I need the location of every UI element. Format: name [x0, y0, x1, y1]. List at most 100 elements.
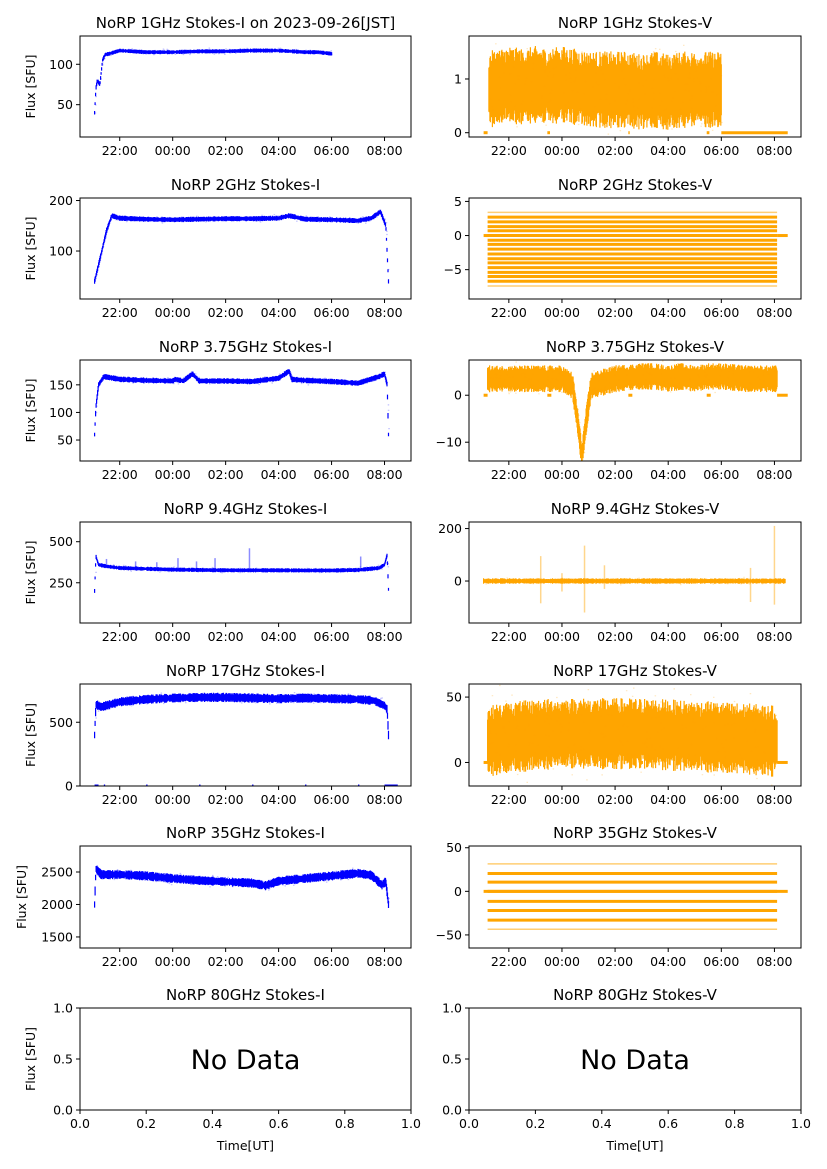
series-band — [94, 692, 390, 740]
data-layer — [483, 684, 788, 786]
x-tick-label: 08:00 — [367, 143, 403, 158]
y-tick-label: 200 — [49, 193, 73, 208]
x-tick-label: 22:00 — [491, 305, 527, 320]
x-tick-label: 0.8 — [725, 1116, 745, 1131]
chart-title: NoRP 80GHz Stokes-V — [553, 986, 718, 1004]
x-tick-label: 04:00 — [650, 792, 686, 807]
panel-2ghz-v: NoRP 2GHz Stokes-V 22:00 00:00 02:00 04:00 06… — [444, 176, 802, 320]
x-tick-label: 08:00 — [756, 467, 792, 482]
y-tick-label: −50 — [436, 927, 462, 942]
y-tick-label: 150 — [49, 377, 73, 392]
x-tick-label: 08:00 — [756, 143, 792, 158]
x-tick-label: 0.0 — [459, 1116, 479, 1131]
data-layer — [94, 865, 390, 908]
y-tick-label: 0.0 — [53, 1103, 73, 1118]
y-tick-label: 50 — [57, 97, 73, 112]
x-tick-label: 00:00 — [155, 305, 191, 320]
y-tick-label: 0.5 — [53, 1052, 73, 1067]
axes-frame — [79, 359, 412, 462]
y-tick-label: 1 — [454, 71, 462, 86]
x-tick-label: 06:00 — [314, 467, 350, 482]
x-tick-label: 04:00 — [261, 467, 297, 482]
x-tick-label: 00:00 — [155, 467, 191, 482]
panel-17ghz-i: NoRP 17GHz Stokes-I 22:00 00:00 02:00 04:00 0… — [23, 662, 412, 807]
x-tick-label: 08:00 — [367, 467, 403, 482]
x-tick-label: 06:00 — [314, 954, 350, 969]
y-axis-label: Flux [SFU] — [23, 379, 38, 443]
x-tick-label: 1.0 — [791, 1116, 811, 1131]
series-band — [483, 578, 786, 584]
y-axis-label: Flux [SFU] — [23, 55, 38, 119]
y-tick-label: 0 — [454, 228, 462, 243]
chart-title: NoRP 1GHz Stokes-I on 2023-09-26[JST] — [96, 14, 396, 32]
axes-frame — [468, 521, 802, 624]
x-tick-label: 0.4 — [592, 1116, 612, 1131]
x-tick-label: 04:00 — [261, 792, 297, 807]
chart-title: NoRP 35GHz Stokes-I — [166, 824, 325, 842]
x-tick-label: 08:00 — [756, 954, 792, 969]
y-tick-label: 100 — [49, 405, 73, 420]
x-tick-label: 22:00 — [491, 792, 527, 807]
data-layer — [483, 863, 788, 931]
chart-title: NoRP 1GHz Stokes-V — [558, 14, 713, 32]
y-axis-label: Flux [SFU] — [23, 703, 38, 767]
y-tick-label: 500 — [49, 715, 73, 730]
y-axis-label: Flux [SFU] — [23, 217, 38, 281]
chart-title: NoRP 17GHz Stokes-I — [166, 662, 325, 680]
series-outliers — [95, 692, 387, 719]
x-tick-label: 22:00 — [491, 629, 527, 644]
series-band — [94, 48, 333, 115]
series-outliers — [484, 576, 785, 586]
x-tick-label: 04:00 — [261, 143, 297, 158]
panel-1ghz-i: NoRP 1GHz Stokes-I on 2023-09-26[JST] 22:… — [23, 14, 412, 158]
y-tick-label: 100 — [49, 57, 73, 72]
x-tick-label: 06:00 — [314, 305, 350, 320]
panel-35ghz-i: NoRP 35GHz Stokes-I 22:00 00:00 02:00 04:00 0… — [14, 824, 412, 969]
x-tick-label: 06:00 — [703, 954, 739, 969]
axes-frame — [79, 845, 412, 949]
chart-title: NoRP 2GHz Stokes-I — [171, 176, 320, 194]
chart-title: NoRP 2GHz Stokes-V — [558, 176, 713, 194]
data-layer — [483, 525, 786, 613]
axes-frame — [79, 35, 412, 138]
axes-frame — [79, 521, 412, 624]
x-tick-label: 0.2 — [525, 1116, 545, 1131]
x-tick-label: 04:00 — [650, 954, 686, 969]
y-tick-label: 100 — [49, 244, 73, 259]
chart-title: NoRP 17GHz Stokes-V — [553, 662, 718, 680]
x-tick-label: 00:00 — [544, 629, 580, 644]
series-outliers — [489, 43, 723, 135]
x-tick-label: 02:00 — [208, 143, 244, 158]
x-tick-label: 22:00 — [102, 467, 138, 482]
x-tick-label: 22:00 — [102, 143, 138, 158]
y-tick-label: −5 — [444, 262, 462, 277]
x-tick-label: 0.8 — [335, 1116, 355, 1131]
y-axis-label: Flux [SFU] — [23, 1027, 38, 1091]
y-tick-label: 2000 — [41, 897, 73, 912]
x-tick-label: 04:00 — [261, 954, 297, 969]
series-band — [94, 865, 390, 908]
data-layer — [94, 548, 390, 593]
chart-title: NoRP 3.75GHz Stokes-V — [546, 338, 725, 356]
y-tick-label: 50 — [57, 433, 73, 448]
x-tick-label: 02:00 — [208, 629, 244, 644]
axes-frame — [468, 845, 802, 949]
y-tick-label: 250 — [49, 575, 73, 590]
axes-frame — [468, 197, 802, 300]
y-tick-label: 0 — [454, 755, 462, 770]
series-band — [94, 209, 390, 284]
axes-frame — [468, 683, 802, 787]
x-tick-label: 00:00 — [155, 792, 191, 807]
x-tick-label: 04:00 — [650, 629, 686, 644]
y-tick-label: 50 — [446, 690, 462, 705]
x-tick-label: 00:00 — [544, 467, 580, 482]
x-tick-label: 02:00 — [208, 954, 244, 969]
x-tick-label: 06:00 — [703, 143, 739, 158]
x-tick-label: 02:00 — [597, 305, 633, 320]
x-tick-label: 02:00 — [597, 792, 633, 807]
x-tick-label: 06:00 — [703, 629, 739, 644]
x-tick-label: 04:00 — [261, 305, 297, 320]
chart-title: NoRP 9.4GHz Stokes-I — [164, 500, 328, 518]
x-tick-label: 0.6 — [658, 1116, 678, 1131]
